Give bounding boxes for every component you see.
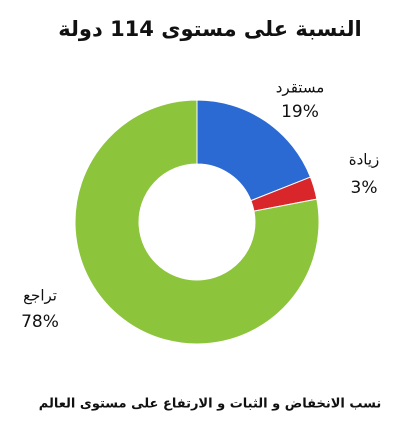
chart-title: النسبة على مستوى 114 دولة (58, 17, 361, 41)
category-label: زيادة (349, 151, 380, 169)
category-label: تراجع (23, 287, 57, 305)
value-label: 19% (281, 102, 319, 122)
category-label: مستقرد (276, 79, 325, 97)
caption: نسب الانخفاض و الثبات و الارتفاع على مست… (39, 397, 382, 412)
shade (75, 262, 319, 384)
donut-slice (196, 99, 312, 202)
donut-slice (74, 99, 320, 345)
value-label: 3% (351, 178, 378, 198)
value-label: 78% (21, 312, 59, 332)
